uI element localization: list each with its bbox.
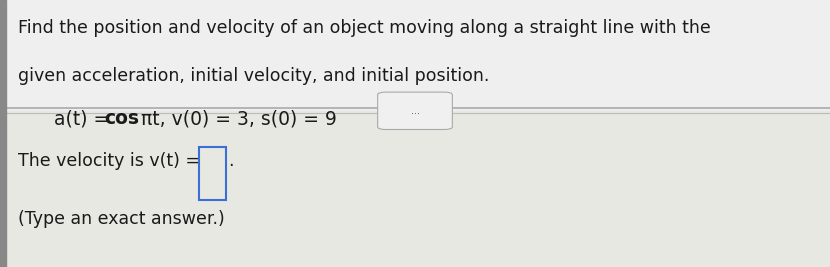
Text: The velocity is v(t) =: The velocity is v(t) = (18, 152, 200, 170)
Bar (0, 0, 6, 267)
Text: .: . (228, 152, 234, 170)
FancyBboxPatch shape (378, 92, 452, 129)
Text: Find the position and velocity of an object moving along a straight line with th: Find the position and velocity of an obj… (18, 19, 711, 37)
Text: cos: cos (104, 109, 139, 128)
Text: ...: ... (411, 106, 419, 116)
Bar (6, 0, 830, 111)
Text: given acceleration, initial velocity, and initial position.: given acceleration, initial velocity, an… (18, 67, 490, 85)
FancyBboxPatch shape (199, 147, 226, 200)
Text: a(t) =: a(t) = (54, 109, 115, 128)
Bar (6, 111, 830, 267)
Text: πt, v(0) = 3, s(0) = 9: πt, v(0) = 3, s(0) = 9 (135, 109, 337, 128)
Text: (Type an exact answer.): (Type an exact answer.) (18, 210, 225, 228)
